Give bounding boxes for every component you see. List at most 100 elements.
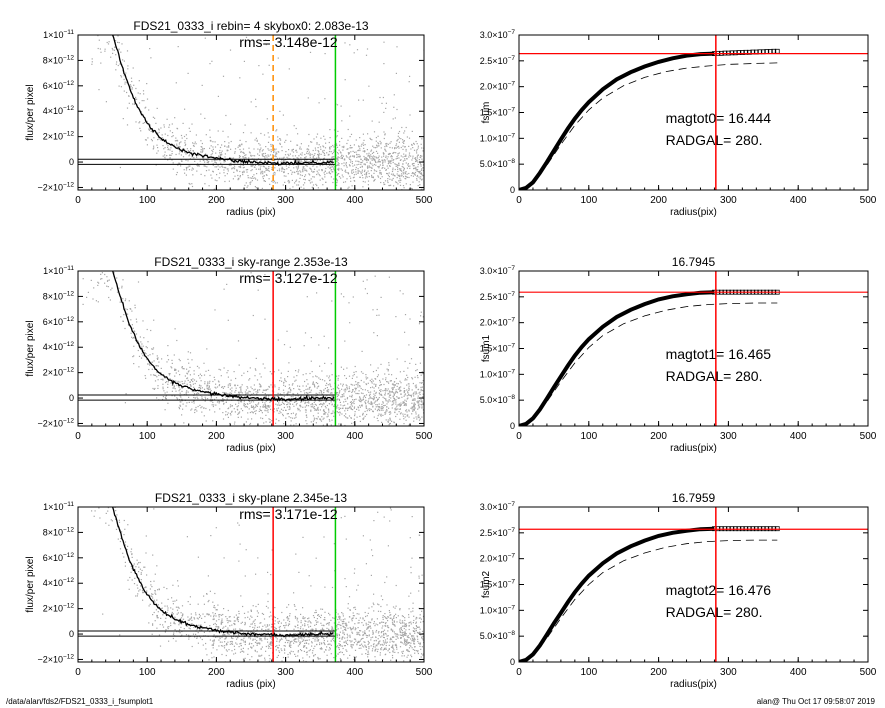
scatter-point xyxy=(324,380,326,382)
scatter-point xyxy=(106,276,108,278)
scatter-point xyxy=(317,156,319,158)
scatter-point xyxy=(178,145,180,147)
scatter-point xyxy=(335,391,337,394)
scatter-point xyxy=(320,420,323,422)
scatter-point xyxy=(415,168,417,170)
scatter-point xyxy=(395,158,397,160)
scatter-point xyxy=(222,398,224,400)
scatter-point xyxy=(400,155,402,157)
scatter-point xyxy=(422,380,424,382)
scatter-point xyxy=(338,375,340,377)
scatter-point xyxy=(393,393,395,396)
scatter-point xyxy=(322,184,324,186)
scatter-point xyxy=(174,140,176,142)
scatter-point xyxy=(287,180,289,182)
scatter-point xyxy=(379,177,382,180)
scatter-point xyxy=(168,374,171,376)
scatter-point xyxy=(305,169,307,171)
scatter-point xyxy=(141,353,143,355)
scatter-point xyxy=(303,618,305,620)
scatter-point xyxy=(238,156,241,158)
scatter-point xyxy=(224,160,226,163)
scatter-point xyxy=(385,150,387,152)
scatter-point xyxy=(227,609,229,612)
scatter-point xyxy=(152,387,154,390)
scatter-point xyxy=(255,398,257,400)
scatter-point xyxy=(290,396,292,398)
scatter-point xyxy=(316,640,318,642)
scatter-point xyxy=(367,400,369,402)
scatter-point xyxy=(243,612,246,614)
scatter-point xyxy=(416,635,418,637)
scatter-point xyxy=(238,402,240,404)
scatter-point xyxy=(194,411,196,414)
scatter-point xyxy=(192,383,194,385)
scatter-point xyxy=(248,147,250,149)
scatter-point xyxy=(188,401,190,403)
scatter-point xyxy=(383,405,385,407)
scatter-point xyxy=(234,152,236,154)
scatter-point xyxy=(312,415,315,417)
chart-title: FDS21_0333_i rebin= 4 skybox0: 2.083e-13 xyxy=(133,19,368,33)
scatter-point xyxy=(196,393,198,395)
scatter-point xyxy=(355,389,357,391)
scatter-point xyxy=(243,404,245,406)
scatter-point xyxy=(420,311,422,313)
scatter-point xyxy=(231,411,233,413)
scatter-point xyxy=(261,153,263,155)
scatter-point xyxy=(319,389,321,392)
scatter-point xyxy=(404,177,406,180)
scatter-point xyxy=(406,379,408,381)
scatter-point xyxy=(409,429,410,430)
scatter-point xyxy=(203,415,205,417)
scatter-point xyxy=(130,308,132,310)
scatter-point xyxy=(417,632,419,634)
scatter-point xyxy=(395,643,397,645)
scatter-point xyxy=(344,404,346,406)
scatter-point xyxy=(369,155,371,157)
scatter-point xyxy=(328,411,330,413)
scatter-point xyxy=(337,130,339,132)
scatter-point xyxy=(379,652,381,654)
scatter-point xyxy=(365,383,367,385)
scatter-point xyxy=(308,388,310,390)
scatter-point xyxy=(323,146,325,148)
scatter-point xyxy=(151,368,153,370)
scatter-point xyxy=(205,648,207,650)
scatter-point xyxy=(324,619,326,621)
scatter-point xyxy=(365,376,367,378)
scatter-point xyxy=(311,371,313,373)
scatter-point xyxy=(382,644,384,646)
scatter-point xyxy=(305,405,308,407)
scatter-point xyxy=(382,636,385,638)
scatter-point xyxy=(297,385,299,387)
scatter-point xyxy=(268,166,270,168)
scatter-point xyxy=(382,378,384,380)
scatter-point xyxy=(393,617,395,619)
x-tick-label: 300 xyxy=(277,431,294,442)
scatter-point xyxy=(206,161,208,163)
scatter-point xyxy=(365,159,367,161)
y-tick-label: −2×10−12 xyxy=(37,417,74,428)
scatter-point xyxy=(363,395,365,397)
scatter-point xyxy=(251,418,253,420)
scatter-point xyxy=(385,155,387,157)
scatter-point xyxy=(408,650,410,653)
scatter-point xyxy=(282,656,285,659)
scatter-point xyxy=(405,624,408,627)
scatter-point xyxy=(284,379,286,381)
scatter-point xyxy=(316,643,318,646)
scatter-point xyxy=(188,638,190,640)
scatter-point xyxy=(295,423,297,425)
scatter-point xyxy=(172,608,174,610)
scatter-point xyxy=(255,187,257,189)
scatter-point xyxy=(169,373,171,375)
scatter-point xyxy=(293,388,295,390)
scatter-point xyxy=(292,396,294,398)
scatter-point xyxy=(311,181,313,183)
scatter-point xyxy=(402,141,404,143)
scatter-point xyxy=(91,63,93,65)
scatter-point xyxy=(417,185,419,187)
scatter-point xyxy=(328,347,330,349)
scatter-point xyxy=(217,604,219,606)
